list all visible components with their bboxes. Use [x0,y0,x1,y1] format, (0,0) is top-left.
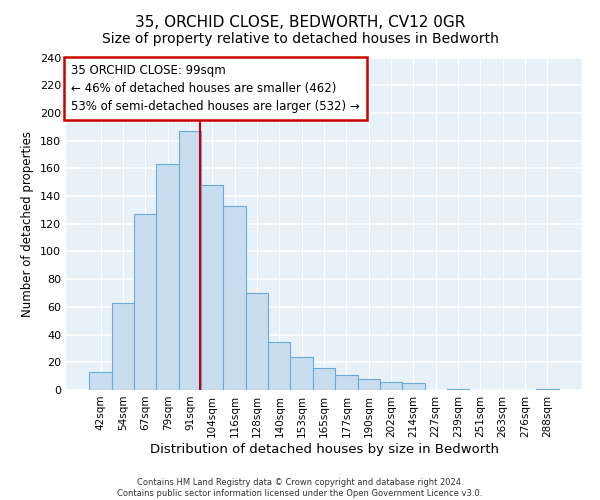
Y-axis label: Number of detached properties: Number of detached properties [22,130,34,317]
Bar [157,164,179,390]
Bar [112,302,134,390]
Text: Contains HM Land Registry data © Crown copyright and database right 2024.
Contai: Contains HM Land Registry data © Crown c… [118,478,482,498]
Bar [358,379,380,390]
Bar [201,185,223,390]
Text: 35 ORCHID CLOSE: 99sqm
← 46% of detached houses are smaller (462)
53% of semi-de: 35 ORCHID CLOSE: 99sqm ← 46% of detached… [71,64,360,113]
Text: 35, ORCHID CLOSE, BEDWORTH, CV12 0GR: 35, ORCHID CLOSE, BEDWORTH, CV12 0GR [135,15,465,30]
Bar [380,382,402,390]
Bar [290,357,313,390]
Bar [313,368,335,390]
Text: Size of property relative to detached houses in Bedworth: Size of property relative to detached ho… [101,32,499,46]
Bar [89,372,112,390]
Bar [402,383,425,390]
Bar [134,214,157,390]
Bar [335,375,358,390]
Bar [223,206,246,390]
Bar [179,131,201,390]
X-axis label: Distribution of detached houses by size in Bedworth: Distribution of detached houses by size … [149,442,499,456]
Bar [447,388,469,390]
Bar [268,342,290,390]
Bar [246,293,268,390]
Bar [536,388,559,390]
